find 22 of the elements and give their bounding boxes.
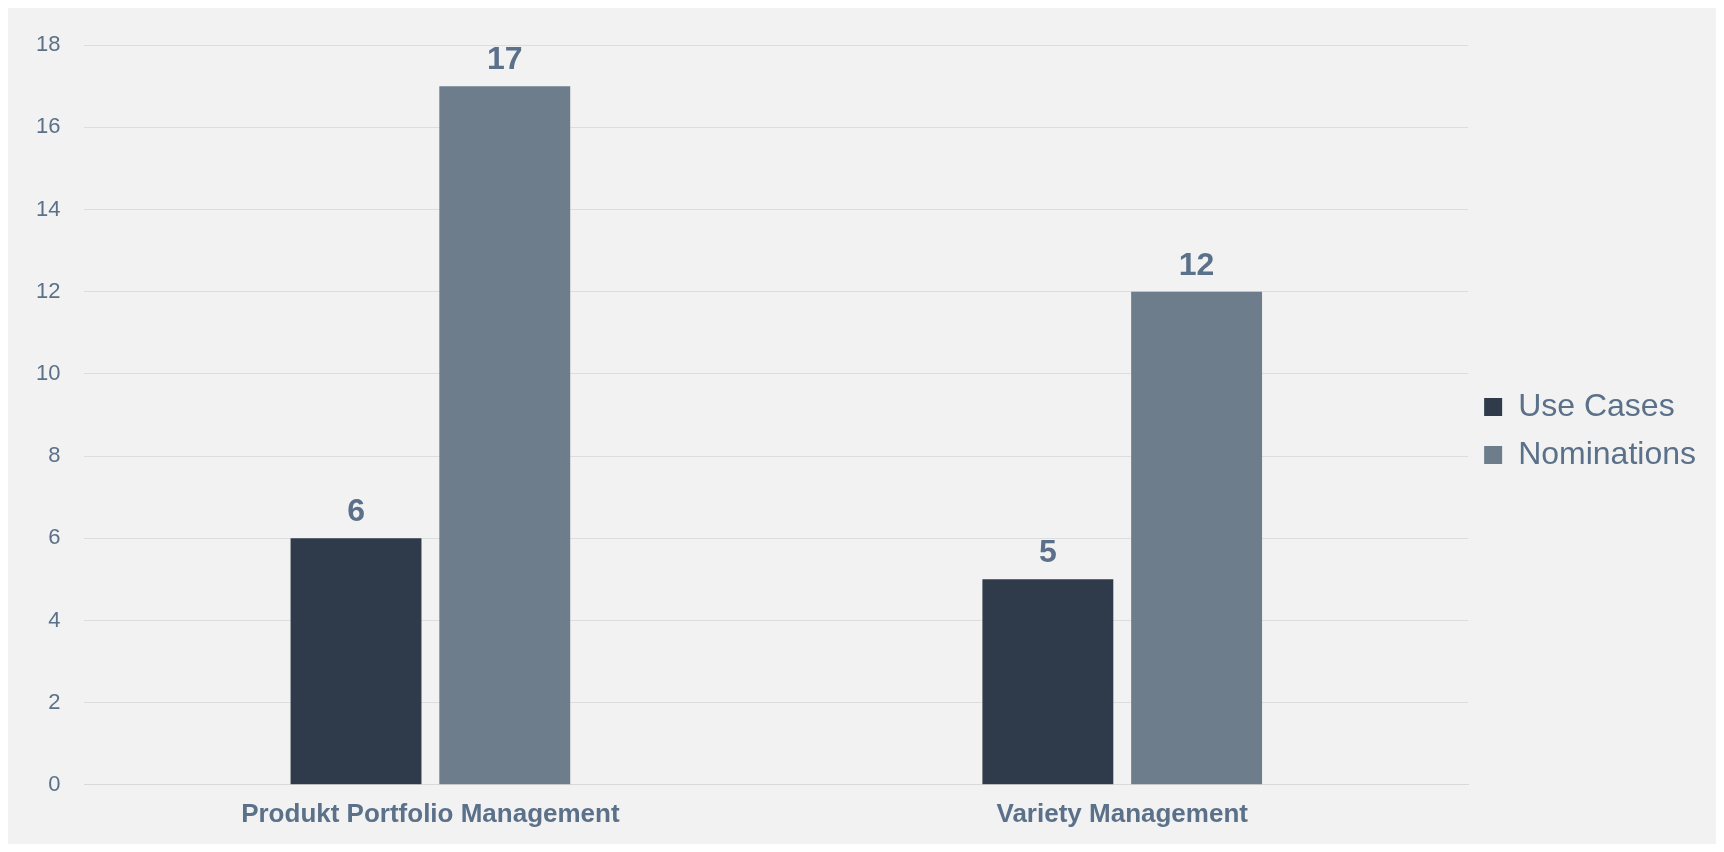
data-label: 5 [1038, 533, 1057, 570]
y-tick-label: 18 [35, 31, 61, 57]
y-tick-label: 10 [35, 359, 61, 385]
data-label: 6 [347, 492, 365, 529]
y-tick-label: 2 [48, 688, 61, 714]
x-tick-label: Variety Management [996, 797, 1249, 828]
y-tick-label: 8 [48, 442, 61, 468]
y-tick-label: 4 [48, 606, 61, 632]
data-label: 17 [486, 40, 523, 77]
legend-label: Use Cases [1518, 386, 1675, 423]
y-tick-label: 0 [48, 770, 61, 796]
y-tick-label: 6 [48, 524, 61, 550]
data-label: 12 [1178, 245, 1215, 282]
bar [290, 538, 422, 785]
x-tick-label: Produkt Portfolio Management [241, 797, 620, 828]
bar [1131, 291, 1263, 785]
y-tick-label: 12 [35, 277, 61, 303]
y-tick-label: 16 [35, 113, 61, 139]
legend-label: Nominations [1518, 434, 1696, 471]
y-tick-label: 14 [35, 195, 61, 221]
bar [982, 579, 1114, 785]
bar [439, 86, 571, 785]
